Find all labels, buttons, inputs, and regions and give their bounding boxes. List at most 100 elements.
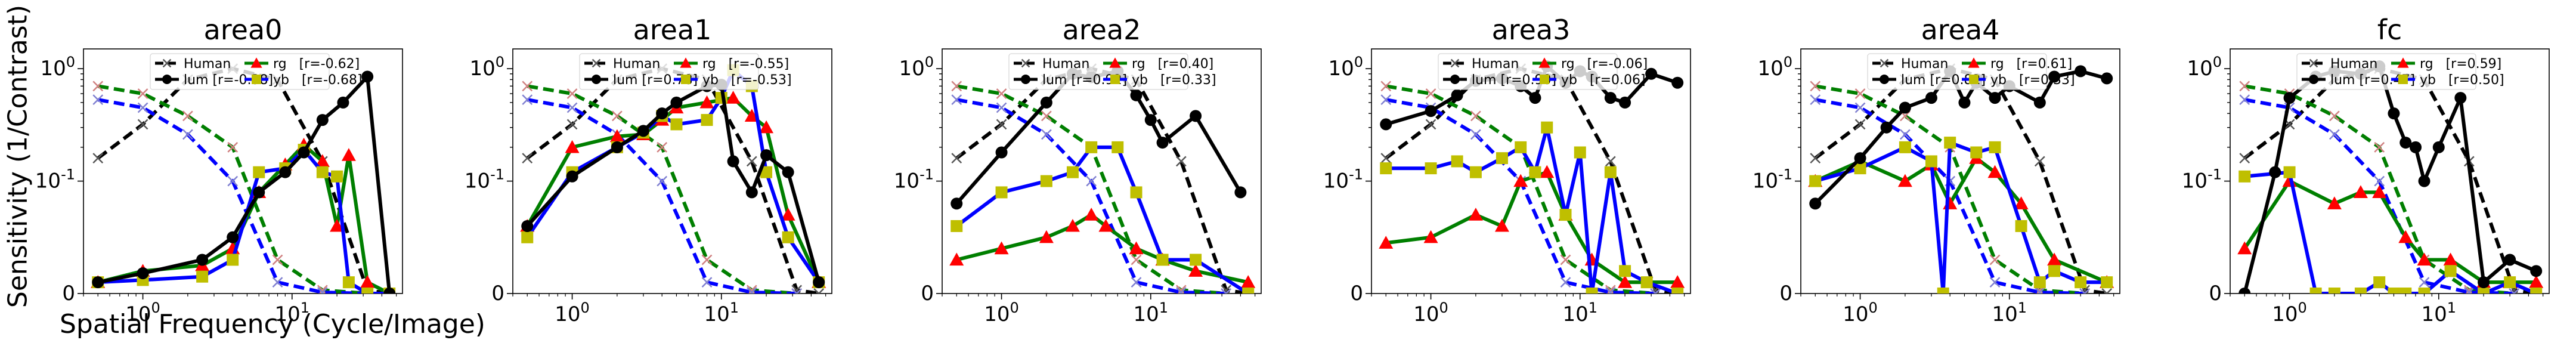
data-point-human-yb-a — [1650, 288, 1657, 294]
data-point-human-yb — [1989, 277, 2001, 288]
legend-marker-human — [592, 58, 601, 68]
data-point-human-lum-b — [996, 119, 1007, 130]
data-point-lum — [1604, 92, 1617, 104]
data-point-rg — [1084, 208, 1099, 221]
x-tick-label-base: 10 — [1843, 302, 1868, 326]
data-point-lum — [521, 220, 534, 232]
x-tick-label-exp: 0 — [1869, 299, 1878, 316]
data-point-human-rg — [522, 81, 533, 92]
data-point-human-lum-b — [1425, 119, 1436, 130]
data-point-human-yb — [746, 287, 757, 294]
data-point-rg — [1540, 165, 1555, 178]
legend-marker-rg — [2397, 57, 2409, 68]
plot-area — [1379, 60, 1685, 294]
data-point-human-yb-b — [566, 102, 578, 113]
legend-marker-human — [2309, 58, 2318, 68]
legend-label-yb: yb [r=0.33] — [1132, 73, 1216, 88]
chart-title: area3 — [1492, 14, 1571, 46]
data-point-human-rg-b — [996, 88, 1007, 99]
data-point-human-rg-b — [227, 141, 239, 153]
data-point-human-yb — [1650, 288, 1661, 294]
data-point-human-rg-b — [1560, 254, 1571, 265]
data-point-human-yb-b — [1041, 129, 1052, 140]
y-tick-label: 0 — [1779, 282, 1792, 305]
data-point-human-yb — [2419, 277, 2430, 288]
x-tick-label-base: 10 — [704, 302, 729, 326]
series-line-rg — [97, 143, 391, 294]
data-point-yb — [331, 170, 343, 183]
data-point-yb — [1809, 175, 1822, 187]
data-point-human-rg — [951, 81, 962, 92]
data-point-human-lum — [2239, 153, 2250, 164]
x-tick-label-exp: 0 — [1010, 299, 1019, 316]
data-point-lum — [1671, 76, 1684, 89]
data-point-yb — [2101, 276, 2113, 289]
y-tick-label-base: 0 — [2209, 282, 2222, 305]
legend-marker-lum — [1450, 75, 1460, 84]
data-point-human-yb-b — [2419, 277, 2430, 288]
y-tick-label-exp: -1 — [2207, 166, 2222, 183]
series-line-human-lum — [2243, 67, 2537, 294]
data-point-lum — [782, 166, 794, 178]
data-point-human-rg — [1041, 110, 1052, 122]
data-point-human-lum — [746, 156, 757, 167]
data-point-lum — [2399, 137, 2412, 149]
legend-label-rg: rg [r=-0.55] — [702, 57, 789, 72]
data-point-yb — [2418, 288, 2431, 294]
series-line-yb — [1386, 125, 1679, 294]
data-point-rg — [2417, 252, 2432, 266]
data-point-rg — [1098, 218, 1113, 232]
axes-frame — [942, 48, 1262, 294]
data-point-lum — [566, 170, 578, 183]
data-point-rg — [759, 120, 774, 134]
y-tick-label-exp: 0 — [1354, 54, 1363, 70]
x-tick-label-exp: 1 — [301, 299, 309, 316]
data-point-yb — [521, 231, 534, 243]
data-point-lum — [2283, 92, 2296, 104]
data-point-yb — [1111, 141, 1124, 153]
y-tick-label-exp: 0 — [1784, 54, 1792, 70]
data-point-human-lum — [813, 288, 825, 294]
data-point-human-yb-b — [657, 175, 668, 187]
data-point-yb — [196, 270, 209, 283]
data-point-yb — [2328, 288, 2340, 294]
data-point-human-rg — [1470, 110, 1481, 122]
data-point-human-yb — [996, 102, 1007, 113]
x-tick-label-base: 10 — [555, 302, 580, 326]
data-point-human-lum — [522, 153, 533, 164]
data-point-human-rg — [996, 88, 1007, 99]
data-point-yb — [2399, 288, 2412, 294]
data-point-human-rg — [657, 141, 668, 153]
data-point-lum — [1144, 114, 1157, 126]
y-tick-label-base: 0 — [1350, 282, 1363, 305]
y-tick-label-base: 10 — [894, 169, 919, 193]
data-point-human-lum-b — [1175, 156, 1187, 167]
data-point-human-yb — [791, 288, 803, 294]
x-tick-label: 100 — [555, 299, 590, 326]
data-point-human-yb-b — [1654, 288, 1661, 294]
data-point-yb — [1854, 162, 1866, 175]
legend-marker-human — [1450, 58, 1460, 68]
data-point-yb — [2373, 276, 2386, 289]
data-point-lum — [995, 146, 1008, 159]
data-point-yb — [1515, 141, 1527, 153]
legend-marker-lum — [162, 75, 172, 84]
data-point-rg — [2014, 196, 2029, 209]
data-point-yb — [1559, 209, 1572, 221]
data-point-human-yb — [1380, 94, 1392, 106]
legend-label-human: Human — [1472, 57, 1519, 72]
data-point-rg — [726, 91, 741, 104]
data-point-lum — [361, 70, 374, 83]
y-tick-label: 0 — [491, 282, 504, 305]
data-point-rg — [330, 218, 345, 232]
data-point-rg — [2372, 185, 2387, 199]
data-point-lum — [1130, 89, 1143, 101]
data-point-human-rg-b — [2329, 110, 2340, 122]
data-point-human-lum-b — [818, 288, 825, 294]
data-point-rg — [1670, 275, 1685, 288]
data-point-rg — [341, 148, 356, 161]
data-point-lum — [92, 276, 104, 289]
